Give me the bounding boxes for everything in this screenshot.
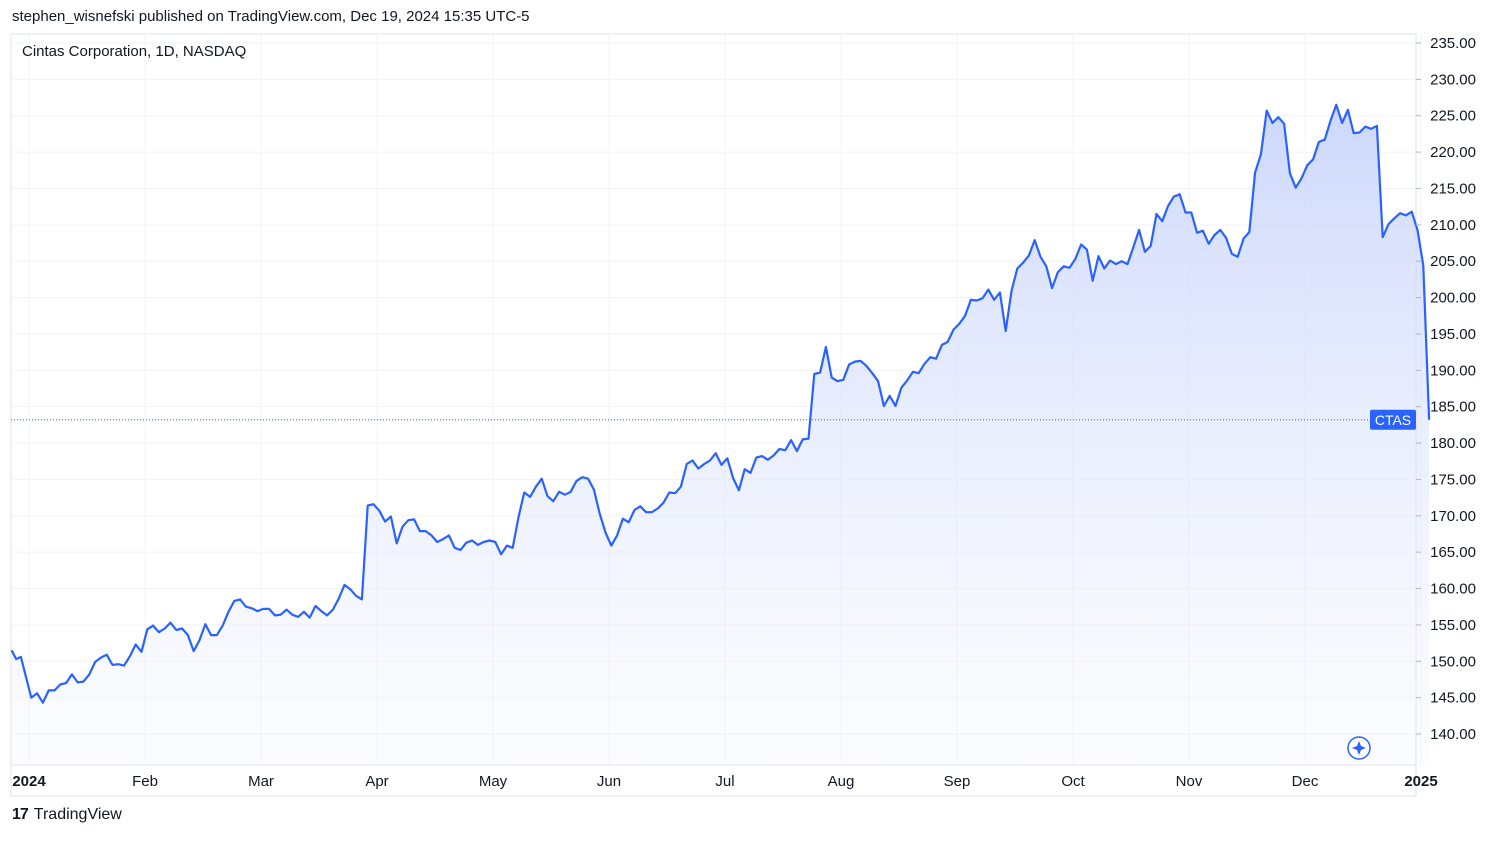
x-tick-label: Dec bbox=[1292, 773, 1319, 790]
y-tick-label: 215.00 bbox=[1430, 180, 1476, 197]
y-tick-label: 170.00 bbox=[1430, 508, 1476, 525]
y-tick-label: 225.00 bbox=[1430, 108, 1476, 125]
y-tick-label: 210.00 bbox=[1430, 217, 1476, 234]
y-tick-label: 190.00 bbox=[1430, 362, 1476, 379]
footer-brand[interactable]: 17 TradingView bbox=[12, 806, 122, 824]
x-tick-label: Oct bbox=[1061, 773, 1085, 790]
y-tick-label: 205.00 bbox=[1430, 253, 1476, 270]
y-tick-label: 220.00 bbox=[1430, 144, 1476, 161]
brand-name: TradingView bbox=[33, 806, 122, 823]
y-tick-label: 145.00 bbox=[1430, 690, 1476, 707]
y-tick-label: 140.00 bbox=[1430, 726, 1476, 743]
x-tick-label: Aug bbox=[828, 773, 855, 790]
area-fill bbox=[11, 104, 1430, 766]
y-tick-label: 165.00 bbox=[1430, 544, 1476, 561]
price-axis[interactable]: 235.00 230.00 225.00 220.00 215.00 210.00 205.… bbox=[1416, 35, 1476, 743]
sparkle-icon[interactable] bbox=[1347, 736, 1371, 760]
ticker-badge-label: CTAS bbox=[1375, 412, 1411, 428]
y-tick-label: 235.00 bbox=[1430, 35, 1476, 52]
time-axis[interactable]: 2024 Feb Mar Apr May Jun Jul Aug Sep Oct Nov Dec 202… bbox=[12, 773, 1437, 790]
y-tick-label: 180.00 bbox=[1430, 435, 1476, 452]
x-tick-label: 2025 bbox=[1404, 773, 1437, 790]
x-tick-label: Jun bbox=[597, 773, 621, 790]
series-line-group bbox=[10, 103, 1431, 704]
published-by-caption: stephen_wisnefski published on TradingVi… bbox=[12, 8, 530, 25]
chart-title: Cintas Corporation, 1D, NASDAQ bbox=[22, 43, 246, 60]
y-tick-label: 175.00 bbox=[1430, 471, 1476, 488]
y-tick-label: 160.00 bbox=[1430, 581, 1476, 598]
x-tick-label: Feb bbox=[132, 773, 158, 790]
series-line-ctas bbox=[10, 103, 1431, 704]
area-fill-path bbox=[11, 104, 1430, 766]
x-tick-label: Mar bbox=[248, 773, 274, 790]
y-tick-label: 195.00 bbox=[1430, 326, 1476, 343]
x-tick-label: Jul bbox=[715, 773, 734, 790]
x-tick-label: Nov bbox=[1176, 773, 1203, 790]
y-tick-label: 155.00 bbox=[1430, 617, 1476, 634]
x-tick-label: Sep bbox=[944, 773, 971, 790]
ticker-badge: CTAS bbox=[1370, 409, 1416, 430]
y-tick-label: 200.00 bbox=[1430, 290, 1476, 307]
x-tick-label: May bbox=[479, 773, 508, 790]
tradingview-logo-icon: 17 bbox=[12, 806, 29, 823]
y-tick-label: 185.00 bbox=[1430, 399, 1476, 416]
y-tick-label: 150.00 bbox=[1430, 653, 1476, 670]
x-tick-label: 2024 bbox=[12, 773, 46, 790]
x-tick-label: Apr bbox=[365, 773, 388, 790]
y-tick-label: 230.00 bbox=[1430, 71, 1476, 88]
